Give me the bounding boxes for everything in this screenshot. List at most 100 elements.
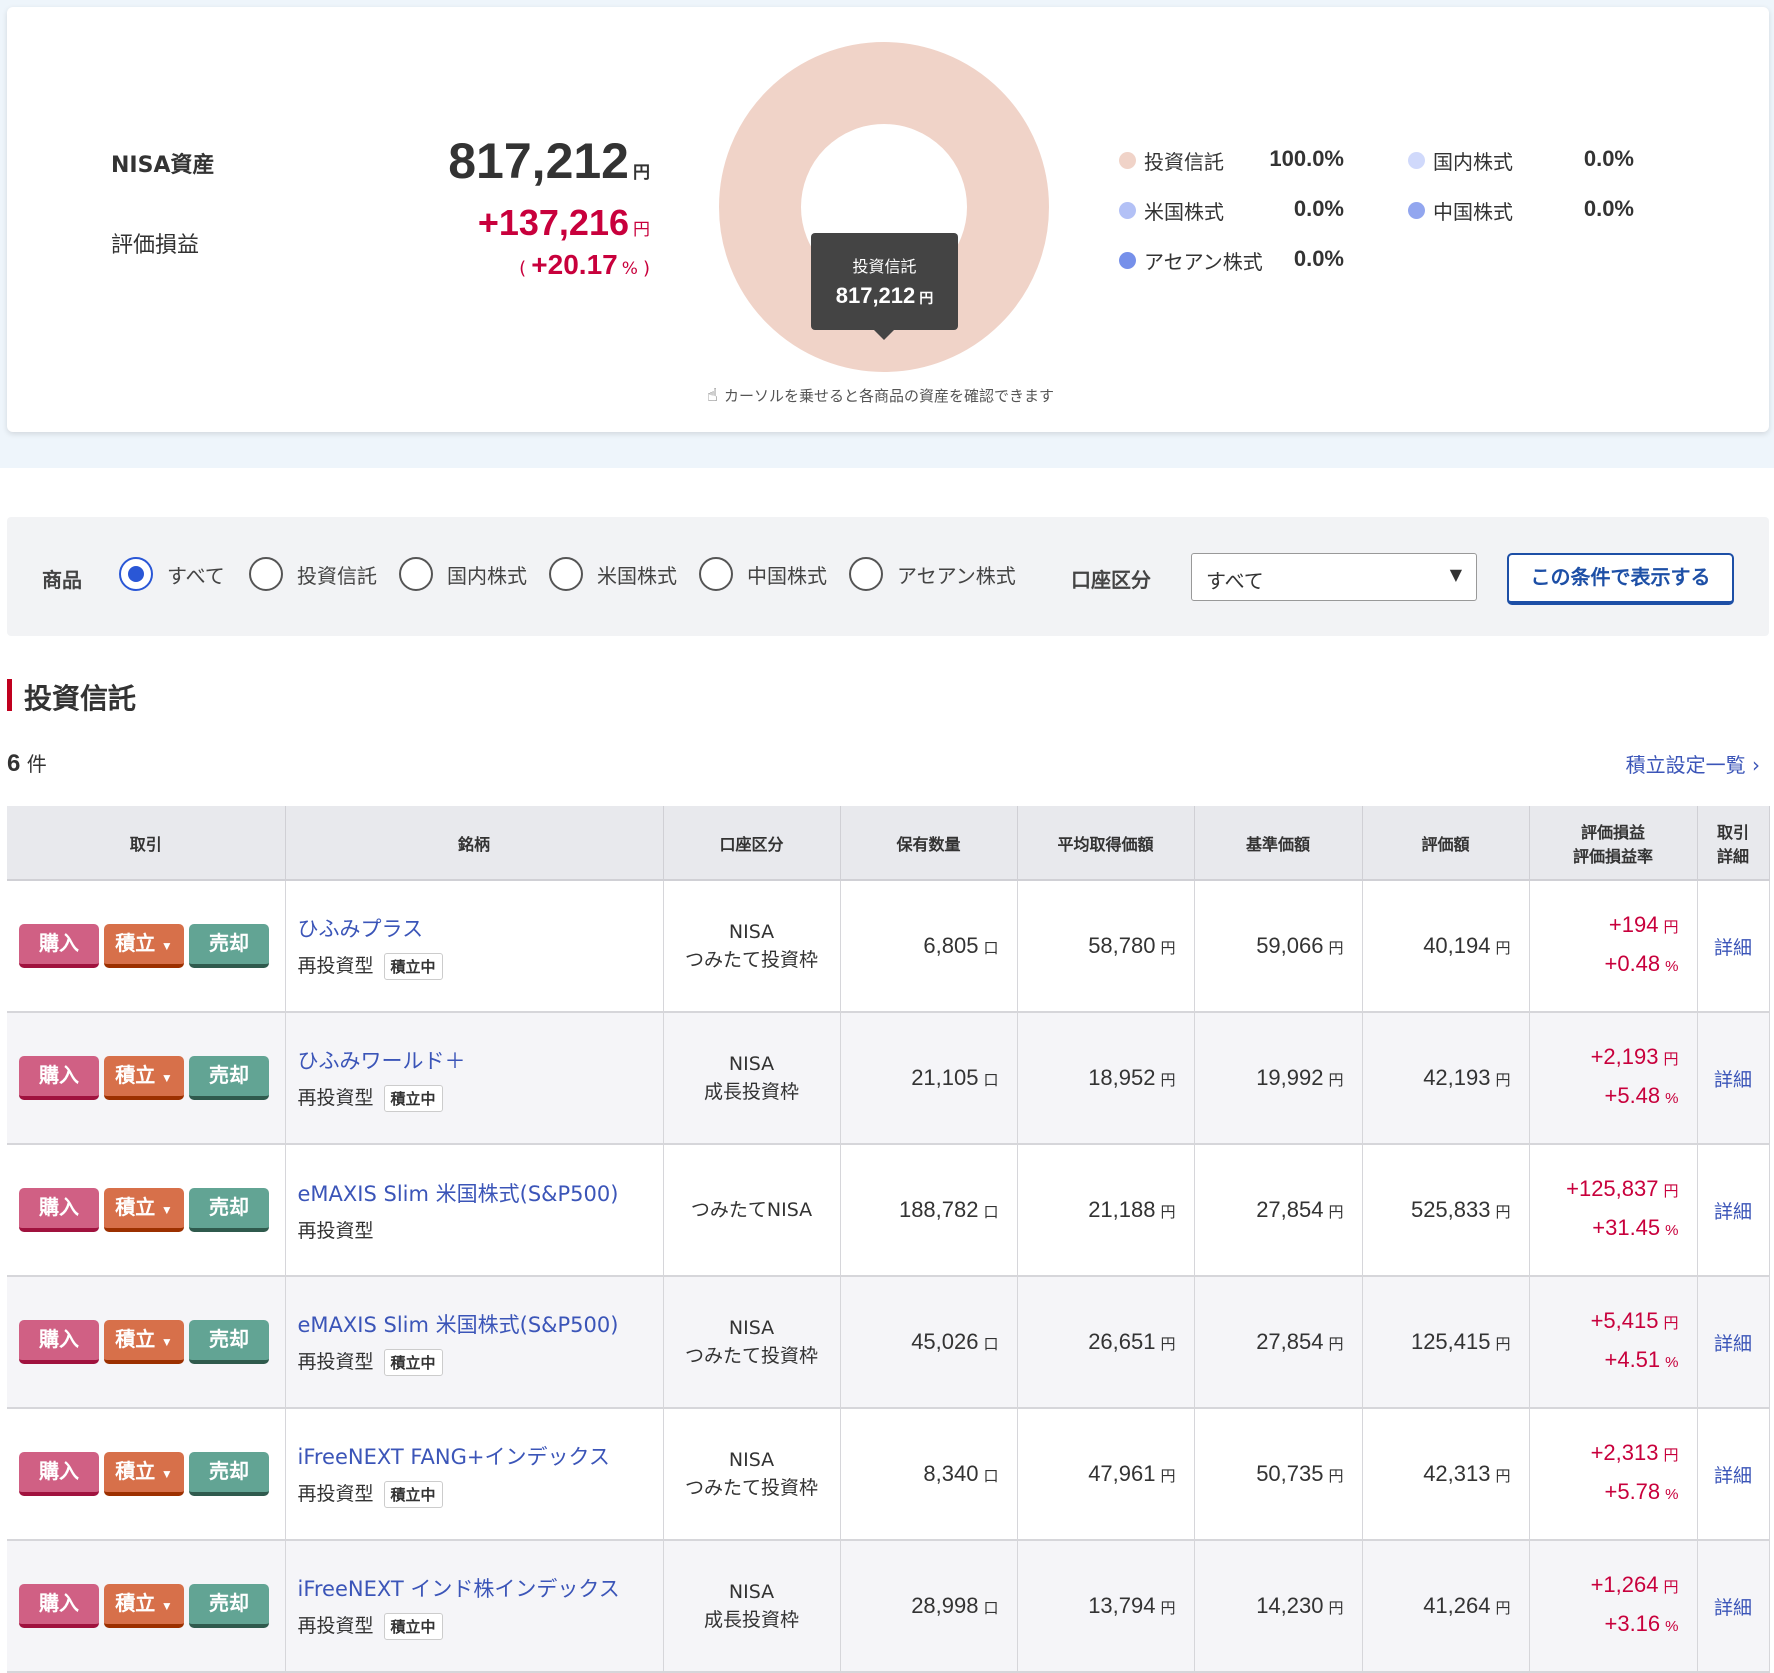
radio-domestic-stock[interactable]: 国内株式: [399, 557, 527, 591]
chevron-right-icon: ›: [1752, 753, 1760, 777]
tsumitate-button[interactable]: 積立 ▼: [104, 1584, 184, 1628]
tsumitate-button[interactable]: 積立 ▼: [104, 1056, 184, 1100]
dividend-type: 再投資型: [297, 1219, 374, 1242]
nav-cell: 27,854 円: [1194, 1276, 1363, 1409]
radio-button[interactable]: [549, 557, 583, 591]
tsumitate-settings-link[interactable]: 積立設定一覧 ›: [1625, 753, 1760, 777]
detail-link[interactable]: 詳細: [1697, 1540, 1770, 1673]
fund-name-link[interactable]: ひふみワールド＋: [297, 1048, 466, 1073]
dropdown-arrow-icon: ▼: [160, 1599, 173, 1613]
fund-name-link[interactable]: ひふみプラス: [297, 916, 424, 941]
account-cell: NISA 成長投資枠: [663, 1012, 841, 1145]
sell-button[interactable]: 売却: [189, 1452, 269, 1496]
radio-us-stock[interactable]: 米国株式: [549, 557, 677, 591]
trade-cell: 購入 積立 ▼ 売却: [7, 1408, 286, 1541]
detail-link[interactable]: 詳細: [1697, 1276, 1770, 1409]
radio-button[interactable]: [399, 557, 433, 591]
sell-button[interactable]: 売却: [189, 924, 269, 968]
dividend-type: 再投資型: [297, 1350, 374, 1373]
tsumitate-active-badge: 積立中: [383, 1348, 443, 1376]
profit-loss-cell: +2,313 円 +5.78%: [1529, 1408, 1698, 1541]
tsumitate-active-badge: 積立中: [383, 1612, 443, 1640]
quantity-cell: 8,340 口: [840, 1408, 1018, 1541]
account-select[interactable]: すべて ▼: [1191, 553, 1477, 601]
fund-name-link[interactable]: eMAXIS Slim 米国株式(S&P500): [297, 1181, 619, 1206]
radio-asean-stock[interactable]: アセアン株式: [849, 557, 1016, 591]
detail-link[interactable]: 詳細: [1697, 1408, 1770, 1541]
value-cell: 125,415 円: [1362, 1276, 1530, 1409]
dividend-type: 再投資型: [297, 1086, 374, 1109]
buy-button[interactable]: 購入: [19, 1320, 99, 1364]
trade-cell: 購入 積立 ▼ 売却: [7, 1012, 286, 1145]
value-cell: 42,313 円: [1362, 1408, 1530, 1541]
avg-cost-cell: 13,794 円: [1017, 1540, 1195, 1673]
value-cell: 525,833 円: [1362, 1144, 1530, 1277]
fund-name-link[interactable]: iFreeNEXT インド株インデックス: [297, 1576, 620, 1601]
quantity-cell: 188,782 口: [840, 1144, 1018, 1277]
holdings-table: 取引 銘柄 口座区分 保有数量 平均取得価額 基準価額 評価額 評価損益 評価損益…: [7, 806, 1770, 1673]
apply-filter-button[interactable]: この条件で表示する: [1507, 553, 1734, 605]
tsumitate-button[interactable]: 積立 ▼: [104, 924, 184, 968]
buy-button[interactable]: 購入: [19, 1452, 99, 1496]
radio-china-stock[interactable]: 中国株式: [699, 557, 827, 591]
account-cell: NISA つみたて投資枠: [663, 880, 841, 1013]
sell-button[interactable]: 売却: [189, 1320, 269, 1364]
nav-cell: 14,230 円: [1194, 1540, 1363, 1673]
radio-button[interactable]: [119, 557, 153, 591]
legend-us-stock: 米国株式: [1119, 196, 1224, 225]
radio-investment-trust[interactable]: 投資信託: [249, 557, 377, 591]
nav-cell: 59,066 円: [1194, 880, 1363, 1013]
buy-button[interactable]: 購入: [19, 924, 99, 968]
avg-cost-cell: 21,188 円: [1017, 1144, 1195, 1277]
fund-cell: iFreeNEXT インド株インデックス 再投資型 積立中: [285, 1540, 664, 1673]
nisa-asset-label: NISA資産: [111, 153, 215, 178]
profit-loss-cell: +194 円 +0.48%: [1529, 880, 1698, 1013]
header-value: 評価額: [1362, 806, 1530, 881]
legend-dot: [1119, 202, 1136, 219]
table-row: 購入 積立 ▼ 売却 ひふみプラス 再投資型 積立中 NISA つみたて投資枠 6,805…: [7, 880, 1770, 1013]
tsumitate-active-badge: 積立中: [383, 1084, 443, 1112]
tsumitate-button[interactable]: 積立 ▼: [104, 1188, 184, 1232]
radio-button[interactable]: [699, 557, 733, 591]
legend-dot: [1408, 202, 1425, 219]
profit-loss-cell: +125,837 円 +31.45%: [1529, 1144, 1698, 1277]
fund-name-link[interactable]: iFreeNEXT FANG+インデックス: [297, 1444, 610, 1469]
legend-value: 0.0%: [1293, 196, 1344, 221]
detail-link[interactable]: 詳細: [1697, 1012, 1770, 1145]
item-count: 6 件: [7, 750, 47, 777]
table-row: 購入 積立 ▼ 売却 eMAXIS Slim 米国株式(S&P500) 再投資型 つみ…: [7, 1144, 1770, 1277]
sell-button[interactable]: 売却: [189, 1584, 269, 1628]
fund-name-link[interactable]: eMAXIS Slim 米国株式(S&P500): [297, 1312, 619, 1337]
nisa-summary-card: NISA資産 817,212 円 評価損益 +137,216 円 ( +20.17%…: [7, 7, 1769, 432]
avg-cost-cell: 26,651 円: [1017, 1276, 1195, 1409]
filter-bar: 商品 すべて 投資信託 国内株式 米国株式 中国株式 アセアン株式 口座区分 す…: [7, 517, 1769, 636]
detail-link[interactable]: 詳細: [1697, 1144, 1770, 1277]
dividend-type: 再投資型: [297, 1482, 374, 1505]
table-row: 購入 積立 ▼ 売却 ひふみワールド＋ 再投資型 積立中 NISA 成長投資枠 21,10…: [7, 1012, 1770, 1145]
tsumitate-button[interactable]: 積立 ▼: [104, 1452, 184, 1496]
dropdown-arrow-icon: ▼: [160, 1467, 173, 1481]
section-title: 投資信託: [24, 682, 137, 715]
nav-cell: 50,735 円: [1194, 1408, 1363, 1541]
tsumitate-button[interactable]: 積立 ▼: [104, 1320, 184, 1364]
quantity-cell: 6,805 口: [840, 880, 1018, 1013]
radio-all[interactable]: すべて: [119, 557, 225, 591]
sell-button[interactable]: 売却: [189, 1188, 269, 1232]
header-account: 口座区分: [663, 806, 841, 881]
account-cell: NISA 成長投資枠: [663, 1540, 841, 1673]
quantity-cell: 21,105 口: [840, 1012, 1018, 1145]
table-row: 購入 積立 ▼ 売却 iFreeNEXT インド株インデックス 再投資型 積立中 NIS…: [7, 1540, 1770, 1673]
detail-link[interactable]: 詳細: [1697, 880, 1770, 1013]
buy-button[interactable]: 購入: [19, 1056, 99, 1100]
buy-button[interactable]: 購入: [19, 1584, 99, 1628]
fund-cell: eMAXIS Slim 米国株式(S&P500) 再投資型: [285, 1144, 664, 1277]
buy-button[interactable]: 購入: [19, 1188, 99, 1232]
profit-loss-value: +137,216 円: [477, 202, 650, 243]
sell-button[interactable]: 売却: [189, 1056, 269, 1100]
nav-cell: 27,854 円: [1194, 1144, 1363, 1277]
tsumitate-active-badge: 積立中: [383, 952, 443, 980]
profit-loss-cell: +5,415 円 +4.51%: [1529, 1276, 1698, 1409]
radio-button[interactable]: [249, 557, 283, 591]
legend-value: 0.0%: [1583, 146, 1634, 171]
radio-button[interactable]: [849, 557, 883, 591]
